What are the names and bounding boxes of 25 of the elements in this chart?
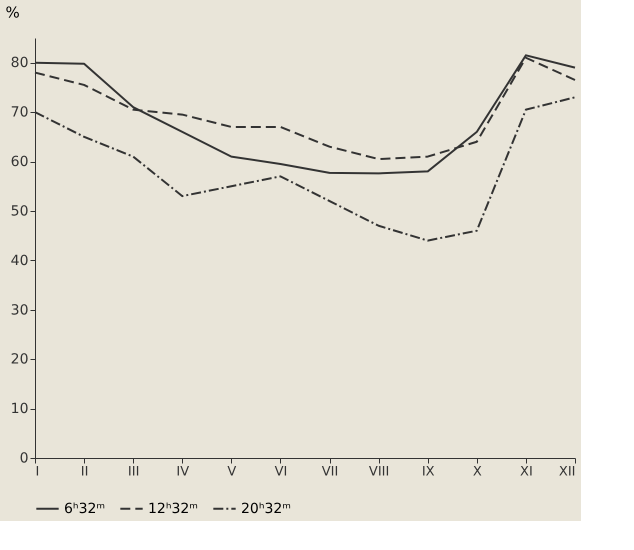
- y-tick-label: 80: [10, 55, 28, 72]
- legend-label: 6ʰ32ᵐ: [64, 500, 106, 517]
- y-tick-label: 30: [10, 302, 28, 318]
- y-tick-label: 10: [10, 401, 28, 418]
- x-tick-label: IV: [176, 464, 190, 480]
- y-tick-label: 60: [10, 154, 28, 170]
- legend-label: 20ʰ32ᵐ: [241, 500, 292, 517]
- x-tick-label: IX: [422, 464, 435, 480]
- x-tick-label: V: [227, 464, 236, 480]
- y-axis-title: %: [6, 4, 20, 22]
- y-tick-label: 40: [10, 252, 28, 269]
- x-tick-label: II: [80, 464, 88, 480]
- x-tick-label: I: [36, 464, 40, 480]
- x-tick-label: XI: [520, 464, 533, 480]
- y-tick-label: 20: [10, 352, 28, 368]
- x-tick-label: X: [472, 464, 482, 480]
- x-tick-label: XII: [558, 464, 576, 480]
- y-tick-label: 70: [10, 104, 28, 121]
- x-tick-label: VI: [274, 464, 288, 480]
- y-tick-label: 0: [20, 450, 28, 466]
- y-tick-label: 50: [10, 203, 28, 220]
- x-tick-label: VII: [322, 464, 338, 480]
- x-tick-label: III: [128, 464, 140, 480]
- x-tick-label: VIII: [368, 464, 390, 480]
- legend-label: 12ʰ32ᵐ: [148, 500, 198, 517]
